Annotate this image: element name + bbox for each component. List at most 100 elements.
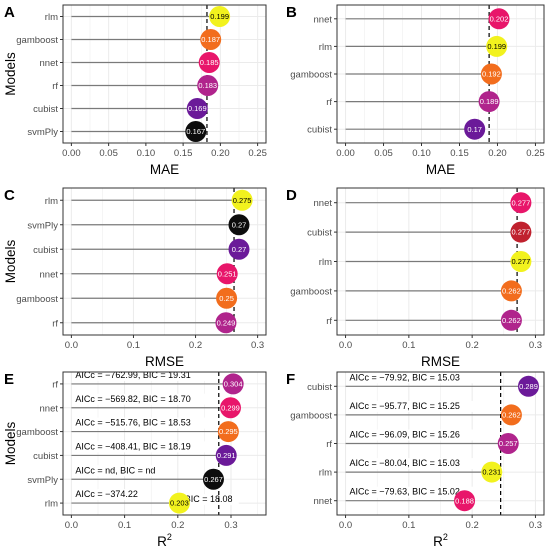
x-tick-label: 0.00	[336, 148, 355, 159]
point-nnet	[488, 8, 510, 30]
annotation-rlm: AICc = −80.04, BIC = 15.03	[350, 458, 460, 468]
value-label: 0.295	[219, 427, 238, 436]
annotation-background	[346, 458, 486, 470]
x-tick-label: 0.05	[99, 148, 118, 159]
panel-letter: C	[4, 187, 15, 204]
x-axis-title: RMSE	[145, 354, 184, 369]
value-label: 0.277	[512, 198, 531, 207]
x-tick-label: 0.0	[65, 340, 78, 351]
x-tick-label: 0.10	[137, 148, 156, 159]
y-tick-label: cubist	[33, 245, 58, 256]
x-tick-label: 0.00	[62, 148, 81, 159]
y-tick-label: rlm	[45, 196, 58, 207]
value-label: 0.262	[502, 287, 521, 296]
y-tick-label: nnet	[314, 14, 333, 25]
value-label: 0.27	[232, 245, 247, 254]
x-tick-label: 0.2	[466, 340, 479, 351]
y-tick-label: svmPly	[27, 220, 58, 231]
panel-border	[62, 187, 267, 336]
point-gamboost	[500, 280, 522, 302]
x-tick-label: 0.1	[118, 520, 131, 531]
value-label: 0.25	[219, 294, 234, 303]
panel-b: 0.202 0.199 0.192 0.189 0.17 nnet rlm gamboost r…	[286, 4, 545, 177]
value-label: 0.202	[490, 14, 509, 23]
y-tick-label: rlm	[319, 468, 332, 479]
y-tick-label: gamboost	[16, 427, 58, 438]
value-label: 0.169	[188, 104, 207, 113]
y-tick-label: rf	[326, 439, 332, 450]
y-tick-label: svmPly	[27, 475, 58, 486]
value-label: 0.192	[482, 70, 501, 79]
y-tick-label: cubist	[307, 382, 332, 393]
x-tick-label: 0.05	[374, 148, 393, 159]
panel-letter: F	[286, 371, 295, 388]
point-gamboost	[200, 29, 222, 50]
point-nnet	[219, 397, 241, 419]
annotation-gamboost: AICc = −95.77, BIC = 15.25	[350, 401, 460, 411]
y-axis-title: Models	[3, 421, 18, 465]
x-tick-label: 0.15	[174, 148, 193, 159]
annotation-background	[72, 417, 217, 429]
x-tick-label: 0.25	[248, 148, 267, 159]
annotation-nnet: AICc = −569.82, BIC = 18.70	[75, 394, 190, 404]
annotation-background	[346, 400, 486, 412]
annotation-nnet: AICc = −79.63, BIC = 15.02	[350, 487, 460, 497]
y-tick-label: gamboost	[16, 35, 58, 46]
x-tick-label: 0.2	[466, 520, 479, 531]
point-cubist	[464, 118, 486, 140]
value-label: 0.185	[200, 58, 219, 67]
panel-border	[62, 371, 267, 516]
y-tick-label: gamboost	[290, 286, 332, 297]
y-tick-label: cubist	[307, 125, 332, 136]
x-tick-label: 0.2	[171, 520, 184, 531]
point-cubist	[215, 444, 237, 466]
y-axis-title: Models	[3, 52, 18, 96]
value-label: 0.275	[233, 196, 252, 205]
annotation-background	[72, 393, 217, 405]
y-tick-label: rf	[52, 379, 58, 390]
point-gamboost	[217, 421, 239, 443]
panel-d: 0.277 0.277 0.277 0.262 0.262 nnet cubist rlm ga…	[286, 187, 545, 369]
point-rf	[197, 75, 219, 96]
x-tick-label: 0.0	[339, 340, 352, 351]
x-tick-label: 0.0	[65, 520, 78, 531]
point-nnet	[216, 263, 238, 285]
annotation-extra: BIC = 18.08	[185, 494, 233, 504]
point-rlm	[510, 251, 532, 272]
y-tick-label: gamboost	[290, 70, 332, 81]
annotation-gamboost: AICc = −515.76, BIC = 18.53	[75, 418, 190, 428]
x-tick-label: 0.1	[402, 340, 415, 351]
point-cubist	[510, 221, 532, 243]
value-label: 0.199	[210, 12, 229, 21]
x-tick-label: 0.1	[127, 340, 140, 351]
point-gamboost	[216, 287, 238, 309]
point-nnet	[510, 192, 532, 214]
value-label: 0.189	[480, 97, 499, 106]
annotation-background	[182, 494, 239, 506]
annotation-background	[72, 489, 150, 501]
value-label: 0.203	[170, 499, 189, 508]
x-tick-label: 0.1	[402, 520, 415, 531]
annotation-cubist: AICc = −79.92, BIC = 15.03	[350, 372, 460, 382]
y-axis-title: Models	[3, 239, 18, 283]
y-tick-label: gamboost	[16, 294, 58, 305]
y-tick-label: rf	[326, 97, 332, 108]
point-nnet	[198, 52, 220, 73]
point-svmPly	[228, 214, 250, 236]
value-label: 0.289	[519, 382, 538, 391]
y-tick-label: rf	[52, 318, 58, 329]
y-tick-label: rlm	[319, 257, 332, 268]
annotation-cubist: AICc = −408.41, BIC = 18.19	[75, 441, 190, 451]
value-label: 0.277	[512, 257, 531, 266]
point-cubist	[228, 238, 250, 260]
x-tick-label: 0.3	[529, 520, 542, 531]
panel-c: 0.275 0.27 0.27 0.251 0.25 0.249 rlm svmPly cubi…	[3, 187, 267, 369]
point-rlm	[486, 35, 508, 57]
value-label: 0.262	[502, 316, 521, 325]
point-gamboost	[500, 404, 522, 426]
x-tick-label: 0.20	[211, 148, 230, 159]
x-axis-title: MAE	[150, 162, 179, 177]
value-label: 0.304	[224, 380, 243, 389]
value-label: 0.299	[221, 403, 240, 412]
annotation-rf: AICc = −96.09, BIC = 15.26	[350, 430, 460, 440]
